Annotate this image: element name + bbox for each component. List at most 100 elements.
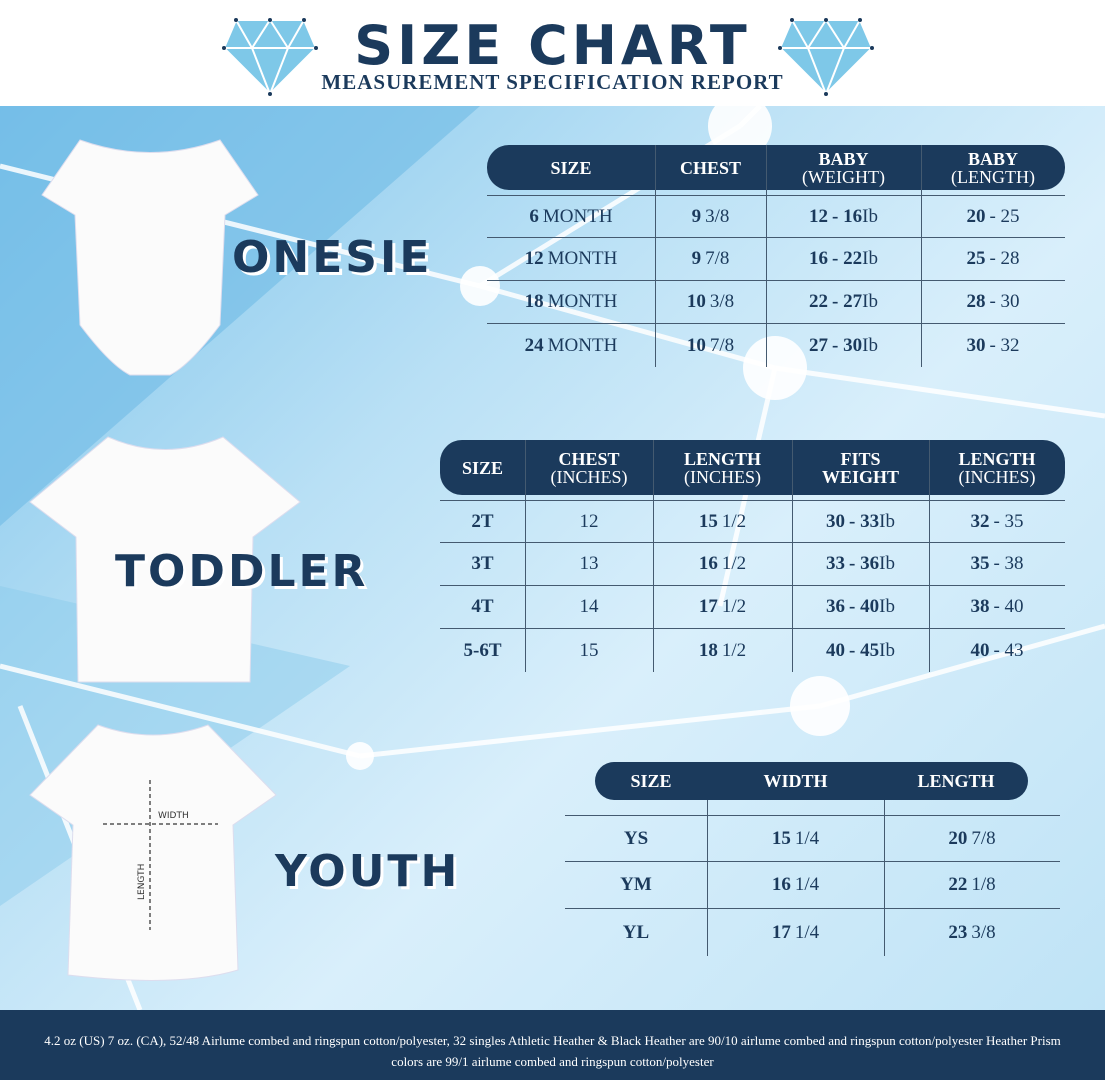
table-cell: 40- 43 (970, 639, 1024, 661)
table-row: 4T 14 17 1/2 36- 40 Ib 38- 40 (440, 586, 1065, 629)
header-line-1: SIZE (630, 771, 672, 791)
column-header: CHEST (INCHES) (525, 440, 653, 495)
column-divider (707, 800, 708, 956)
header-line-2: (WEIGHT) (802, 166, 885, 187)
header-line-1: SIZE (461, 457, 504, 478)
header-line-1: CHEST (558, 448, 620, 469)
table-cell: 10 3/8 (686, 291, 735, 312)
header-line-1: CHEST (679, 157, 742, 178)
table-row: 6 MONTH 9 3/8 12- 16 Ib 20- 25 (487, 195, 1065, 238)
table-cell: 27- 30 Ib (809, 334, 878, 356)
width-label: WIDTH (158, 811, 189, 821)
table-cell: YS (623, 827, 649, 849)
length-label: LENGTH (137, 864, 147, 900)
table-cell: 12 MONTH (524, 248, 618, 269)
table-cell: 38- 40 (970, 596, 1024, 617)
table-cell: 20- 25 (966, 205, 1020, 227)
table-cell: 28- 30 (966, 291, 1020, 312)
table-cell: 16- 22 Ib (809, 248, 878, 269)
column-header: LENGTH (884, 762, 1028, 800)
table-row: 5-6T 15 18 1/2 40- 45 Ib 40- 43 (440, 629, 1065, 672)
table-cell: 22 1/8 (948, 874, 996, 895)
column-header: CHEST (655, 145, 766, 190)
table-cell: 10 7/8 (686, 334, 735, 356)
column-header: BABY (WEIGHT) (766, 145, 921, 190)
column-header: LENGTH (INCHES) (929, 440, 1065, 495)
table-cell: 12 (579, 510, 599, 532)
table-cell: 15 1/4 (771, 827, 820, 849)
header-line-1: BABY (818, 148, 869, 169)
table-cell: 18 1/2 (698, 639, 747, 661)
table-cell: 24 MONTH (524, 334, 618, 356)
header-line-2: WEIGHT (821, 466, 900, 487)
column-header: LENGTH (INCHES) (653, 440, 792, 495)
table-cell: 30- 33 Ib (826, 510, 895, 532)
onesie-label: ONESIE (232, 232, 433, 283)
youth-label: YOUTH (275, 846, 461, 897)
diamond-icon (222, 18, 318, 96)
table-row: 2T 12 15 1/2 30- 33 Ib 32- 35 (440, 500, 1065, 543)
column-divider (921, 145, 922, 367)
table-cell: 14 (579, 596, 599, 617)
onesie-table-header: SIZE CHEST BABY (WEIGHT) BABY (LENGTH) (487, 145, 1065, 190)
table-cell: 9 3/8 (691, 205, 730, 227)
footer-fabric-note: 4.2 oz (US) 7 oz. (CA), 52/48 Airlume co… (0, 1010, 1105, 1080)
table-cell: 9 7/8 (691, 248, 730, 269)
toddler-label: TODDLER (115, 546, 369, 597)
table-cell: 17 1/4 (771, 921, 820, 943)
table-cell: 5-6T (463, 639, 502, 661)
column-divider (884, 800, 885, 956)
table-cell: 3T (471, 553, 494, 574)
table-cell: YM (620, 874, 652, 895)
header-line-2: (INCHES) (550, 466, 628, 487)
diamond-icon (778, 18, 874, 96)
table-cell: 16 1/4 (771, 874, 820, 895)
header: SIZE CHART MEASUREMENT SPECIFICATION REP… (0, 0, 1105, 106)
toddler-shirt-image (29, 436, 301, 683)
table-cell: 4T (471, 596, 494, 617)
table-cell: 36- 40 Ib (826, 596, 895, 617)
table-cell: 23 3/8 (948, 921, 996, 943)
table-cell: 15 1/2 (698, 510, 747, 532)
column-divider (655, 145, 656, 367)
column-header: WIDTH (707, 762, 884, 800)
table-row: 24 MONTH 10 7/8 27- 30 Ib 30- 32 (487, 324, 1065, 367)
table-cell: 20 7/8 (948, 827, 996, 849)
youth-table-header: SIZE WIDTH LENGTH (595, 762, 1028, 800)
table-row: 18 MONTH 10 3/8 22- 27 Ib 28- 30 (487, 281, 1065, 324)
table-cell: 15 (579, 639, 599, 661)
header-line-1: SIZE (550, 157, 592, 178)
table-cell: 6 MONTH (529, 205, 613, 227)
table-cell: 32- 35 (970, 510, 1024, 532)
column-header: BABY (LENGTH) (921, 145, 1065, 190)
header-line-2: (INCHES) (684, 466, 761, 487)
table-cell: 13 (579, 553, 599, 574)
table-row: YS 15 1/4 20 7/8 (565, 815, 1060, 862)
header-line-1: LENGTH (958, 448, 1036, 469)
table-row: 3T 13 16 1/2 33- 36 Ib 35- 38 (440, 543, 1065, 586)
column-header: FITS WEIGHT (792, 440, 929, 495)
table-cell: 12- 16 Ib (809, 205, 878, 227)
column-divider (766, 145, 767, 367)
table-row: 12 MONTH 9 7/8 16- 22 Ib 25- 28 (487, 238, 1065, 281)
page-subtitle: MEASUREMENT SPECIFICATION REPORT (321, 70, 784, 94)
table-cell: 30- 32 (966, 334, 1020, 356)
table-cell: 25- 28 (966, 248, 1020, 269)
header-line-1: LENGTH (683, 448, 762, 469)
table-row: YL 17 1/4 23 3/8 (565, 909, 1060, 956)
column-divider (929, 440, 930, 672)
column-divider (525, 440, 526, 672)
header-line-1: WIDTH (763, 771, 828, 791)
column-header: SIZE (440, 440, 525, 495)
table-cell: 35- 38 (970, 553, 1024, 574)
column-divider (792, 440, 793, 672)
table-cell: 33- 36 Ib (826, 553, 895, 574)
table-cell: 18 MONTH (524, 291, 618, 312)
table-cell: 16 1/2 (698, 553, 747, 574)
onesie-image (41, 139, 259, 376)
header-line-2: (LENGTH) (951, 166, 1035, 187)
youth-shirt-image: WIDTH LENGTH (29, 724, 277, 981)
column-header: SIZE (595, 762, 707, 800)
toddler-table-header: SIZE CHEST (INCHES) LENGTH (INCHES) FITS WEIGH… (440, 440, 1065, 495)
header-line-1: FITS (840, 448, 881, 469)
